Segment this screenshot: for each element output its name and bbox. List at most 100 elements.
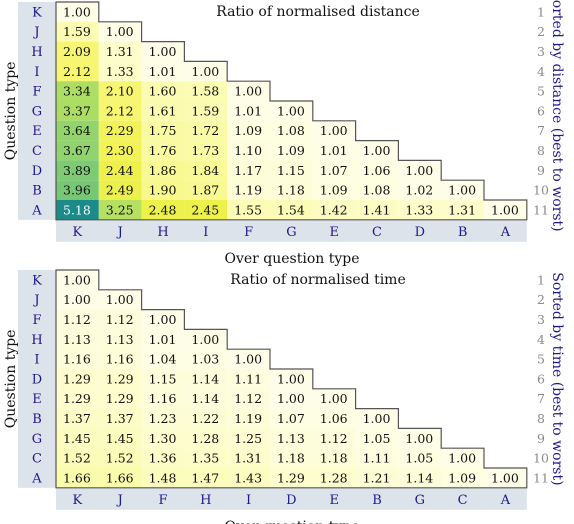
cell-value-label: 1.42 xyxy=(320,202,348,217)
cell-value-label: 1.05 xyxy=(363,431,391,446)
sort-order-label: Sorted by time (best to worst) xyxy=(549,272,565,485)
heatmap-cell xyxy=(56,408,99,429)
column-label: H xyxy=(157,225,168,240)
heatmap-cell xyxy=(441,468,484,488)
heatmap-cell xyxy=(56,81,99,101)
column-label: C xyxy=(458,493,468,508)
cell-value-label: 1.09 xyxy=(320,183,348,198)
cell-value-label: 1.25 xyxy=(234,431,262,446)
cell-value-label: 1.06 xyxy=(320,411,348,426)
heatmap-cell xyxy=(56,160,99,181)
heatmap-cell xyxy=(98,200,142,220)
heatmap-cell xyxy=(98,329,142,350)
row-number: 10 xyxy=(533,451,549,466)
cell-value-label: 1.75 xyxy=(149,123,177,138)
row-number: 6 xyxy=(537,371,545,386)
cell-value-label: 2.45 xyxy=(191,202,219,217)
cell-value-label: 3.34 xyxy=(63,84,91,99)
heatmap-cell xyxy=(141,468,185,488)
heatmap-cell xyxy=(184,140,228,161)
cell-value-label: 1.60 xyxy=(149,84,177,99)
heatmap-cell xyxy=(227,160,270,181)
cell-value-label: 1.66 xyxy=(106,470,134,485)
column-label: B xyxy=(372,493,382,508)
cell-value-label: 1.00 xyxy=(149,44,177,59)
row-header-band xyxy=(18,270,56,488)
heatmap-cell xyxy=(56,61,99,82)
cell-value-label: 1.29 xyxy=(106,371,134,386)
heatmap-cell xyxy=(141,61,185,82)
heatmap-cell xyxy=(56,270,99,290)
heatmap-cell xyxy=(398,160,442,181)
heatmap-cell xyxy=(184,408,228,429)
column-label: D xyxy=(415,225,425,240)
cell-value-label: 1.12 xyxy=(106,312,134,327)
cell-value-label: 1.37 xyxy=(106,411,134,426)
cell-value-label: 1.87 xyxy=(191,183,219,198)
cell-value-label: 2.09 xyxy=(63,44,91,59)
cell-value-label: 1.00 xyxy=(149,312,177,327)
row-label: B xyxy=(32,412,42,427)
heatmap-cell xyxy=(227,388,270,409)
heatmap-cell xyxy=(56,289,99,310)
cell-value-label: 1.02 xyxy=(405,183,433,198)
heatmap-cell xyxy=(56,349,99,369)
cell-value-label: 1.29 xyxy=(63,391,91,406)
row-number: 3 xyxy=(537,44,545,59)
sort-order-label: Sorted by distance (best to worst) xyxy=(549,0,565,232)
cell-value-label: 1.15 xyxy=(277,163,305,178)
heatmap-cell xyxy=(355,428,399,449)
cell-value-label: 1.31 xyxy=(106,44,134,59)
heatmap-cell xyxy=(98,428,142,449)
heatmap-cell xyxy=(441,200,484,220)
cell-value-label: 1.19 xyxy=(234,183,262,198)
heatmap-cell xyxy=(184,81,228,101)
cell-value-label: 1.01 xyxy=(320,143,348,158)
heatmap-cell xyxy=(312,448,356,468)
y-axis-label: Question type xyxy=(3,62,19,161)
heatmap-cell xyxy=(141,200,185,220)
cell-value-label: 1.14 xyxy=(191,391,219,406)
cell-value-label: 1.13 xyxy=(63,332,91,347)
cell-value-label: 1.61 xyxy=(149,103,177,118)
cell-value-label: 2.30 xyxy=(106,143,134,158)
heatmap-cell xyxy=(441,180,484,200)
heatmap-cell xyxy=(227,448,270,468)
heatmap-cell xyxy=(184,180,228,200)
cell-value-label: 1.29 xyxy=(63,371,91,386)
row-label: C xyxy=(32,144,42,159)
column-label: F xyxy=(244,225,253,240)
cell-value-label: 3.67 xyxy=(63,143,91,158)
cell-value-label: 1.00 xyxy=(63,292,91,307)
heatmap-cell xyxy=(270,369,313,389)
row-number: 5 xyxy=(537,84,545,99)
heatmap-cell xyxy=(270,160,313,181)
heatmap-cell xyxy=(141,448,185,468)
cell-value-label: 1.12 xyxy=(63,312,91,327)
row-number: 2 xyxy=(537,24,545,39)
cell-value-label: 1.14 xyxy=(191,371,219,386)
heatmap-cell xyxy=(56,309,99,330)
cell-value-label: 1.12 xyxy=(234,391,262,406)
cell-value-label: 1.00 xyxy=(106,292,134,307)
heatmap-cell xyxy=(441,448,484,468)
row-number: 7 xyxy=(537,391,545,406)
heatmap-cell xyxy=(98,101,142,121)
row-label: F xyxy=(32,85,41,100)
triangle-outline xyxy=(55,269,528,489)
heatmap-cell xyxy=(184,120,228,141)
column-label: G xyxy=(415,493,425,508)
cell-value-label: 2.48 xyxy=(149,202,177,217)
heatmap-cell xyxy=(141,388,185,409)
heatmap-cell xyxy=(312,428,356,449)
column-label: I xyxy=(203,225,208,240)
cell-value-label: 1.00 xyxy=(448,183,476,198)
heatmap-cell xyxy=(98,369,142,389)
heatmap-cell xyxy=(355,408,399,429)
heatmap-cell xyxy=(141,160,185,181)
cell-value-label: 1.00 xyxy=(63,4,91,19)
cell-value-label: 2.12 xyxy=(106,103,134,118)
cell-value-label: 1.06 xyxy=(363,163,391,178)
heatmap-cell xyxy=(227,120,270,141)
cell-value-label: 1.00 xyxy=(106,24,134,39)
